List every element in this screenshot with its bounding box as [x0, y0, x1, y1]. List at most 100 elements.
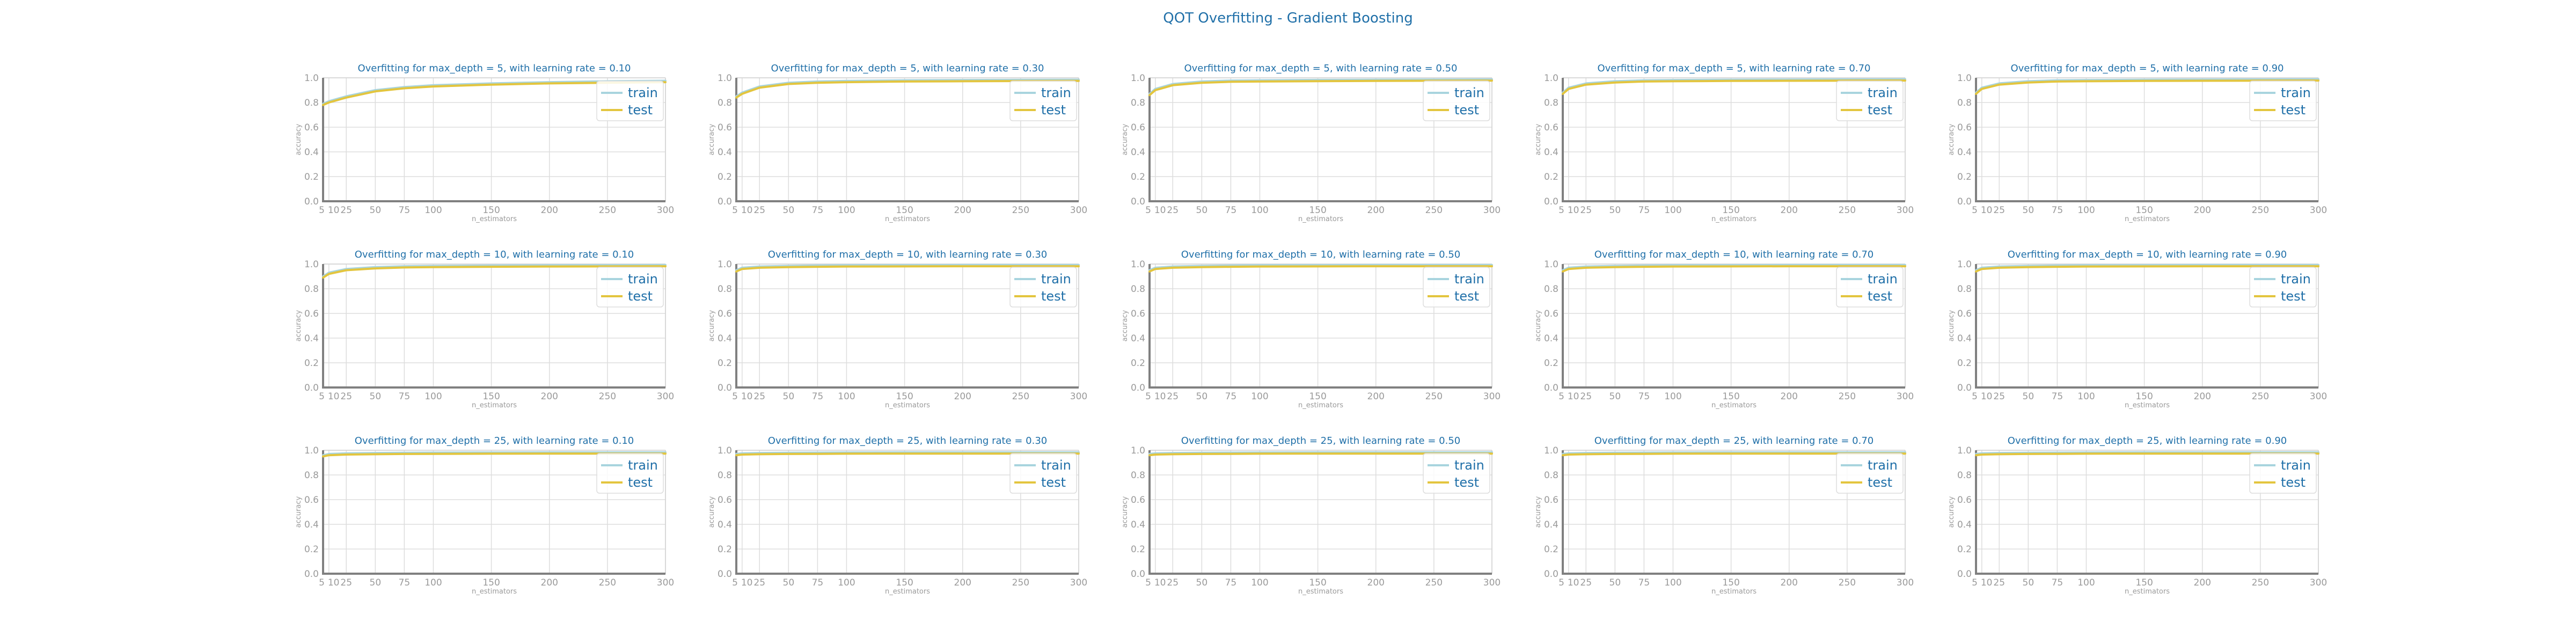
x-tick-label: 150 [1309, 391, 1326, 402]
x-tick-label: 250 [2252, 577, 2269, 588]
panel-12: Overfitting for max_depth = 25, with lea… [708, 435, 1087, 596]
legend-label-test: test [1041, 103, 1066, 118]
y-tick-label: 0.8 [718, 470, 732, 481]
x-tick-label: 50 [1196, 577, 1208, 588]
x-tick-label: 75 [1225, 391, 1237, 402]
x-tick-label: 150 [482, 205, 500, 216]
x-tick-label: 200 [541, 205, 558, 216]
y-tick-label: 0.6 [718, 122, 732, 133]
y-tick-label: 0.2 [718, 172, 732, 182]
legend-label-test: test [1868, 475, 1892, 490]
panel-11: Overfitting for max_depth = 25, with lea… [295, 435, 674, 596]
x-tick-label: 10 [1154, 577, 1166, 588]
y-tick-label: 0.4 [1131, 519, 1145, 530]
panel-5-legend: train test [2249, 80, 2317, 121]
x-tick-label: 150 [1722, 577, 1739, 588]
x-tick-label: 25 [1993, 577, 2005, 588]
panel-3-xlabel: n_estimators [1298, 215, 1343, 223]
y-tick-label: 0.6 [718, 309, 732, 319]
panel-13: Overfitting for max_depth = 25, with lea… [1121, 435, 1501, 596]
y-tick-label: 1.0 [304, 73, 319, 84]
x-tick-label: 75 [1638, 391, 1650, 402]
y-tick-label: 1.0 [718, 73, 732, 84]
y-tick-label: 1.0 [304, 445, 319, 456]
x-tick-label: 100 [1664, 391, 1681, 402]
legend-label-test: test [628, 475, 653, 490]
x-tick-label: 100 [1251, 577, 1268, 588]
panel-15-title: Overfitting for max_depth = 25, with lea… [2008, 435, 2287, 447]
panel-7-title: Overfitting for max_depth = 10, with lea… [768, 249, 1048, 260]
panel-8-title: Overfitting for max_depth = 10, with lea… [1181, 249, 1461, 260]
x-tick-label: 150 [896, 577, 913, 588]
x-tick-label: 10 [1981, 391, 1993, 402]
y-tick-label: 0.8 [1131, 98, 1145, 108]
panel-14-ylabel: accuracy [1534, 496, 1542, 528]
y-tick-label: 0.4 [718, 333, 732, 344]
x-tick-label: 75 [812, 391, 824, 402]
x-tick-label: 300 [2310, 205, 2327, 216]
legend-label-test: test [1454, 103, 1479, 118]
panel-4-title: Overfitting for max_depth = 5, with lear… [1597, 63, 1870, 74]
panel-10-xlabel: n_estimators [2125, 401, 2170, 409]
series-line-train [1975, 78, 2319, 94]
x-tick-label: 25 [1993, 391, 2005, 402]
panel-15-legend: train test [2249, 453, 2317, 494]
x-tick-label: 75 [399, 205, 411, 216]
x-tick-label: 10 [741, 205, 753, 216]
x-tick-label: 10 [1568, 391, 1579, 402]
panel-9: Overfitting for max_depth = 10, with lea… [1534, 249, 1914, 409]
x-tick-label: 250 [599, 577, 616, 588]
panel-12-xlabel: n_estimators [885, 588, 930, 596]
x-tick-label: 200 [954, 205, 971, 216]
x-tick-label: 5 [1145, 391, 1151, 402]
x-tick-label: 300 [1483, 577, 1501, 588]
y-tick-label: 0.2 [1131, 172, 1145, 182]
y-tick-label: 0.2 [1131, 358, 1145, 369]
y-tick-label: 0.8 [1957, 98, 1972, 108]
x-tick-label: 25 [1167, 391, 1179, 402]
y-tick-label: 0.6 [304, 122, 319, 133]
legend-label-test: test [1454, 289, 1479, 304]
x-tick-label: 100 [838, 577, 855, 588]
x-tick-label: 50 [1609, 391, 1621, 402]
x-tick-label: 75 [1225, 577, 1237, 588]
x-tick-label: 5 [1558, 205, 1564, 216]
x-tick-label: 10 [328, 391, 340, 402]
x-tick-label: 25 [1993, 205, 2005, 216]
x-tick-label: 200 [1781, 205, 1798, 216]
legend-label-train: train [1454, 85, 1484, 100]
y-tick-label: 0.0 [1957, 383, 1972, 393]
x-tick-label: 300 [2310, 577, 2327, 588]
series-line-test [735, 79, 1080, 99]
y-tick-label: 1.0 [718, 445, 732, 456]
legend-label-test: test [1868, 103, 1892, 118]
y-tick-label: 0.0 [1957, 569, 1972, 580]
x-tick-label: 25 [1580, 205, 1592, 216]
x-tick-label: 200 [541, 577, 558, 588]
legend-label-test: test [2281, 103, 2306, 118]
panel-11-legend: train test [596, 453, 664, 494]
x-tick-label: 250 [599, 391, 616, 402]
y-tick-label: 0.0 [304, 569, 319, 580]
x-tick-label: 50 [1609, 205, 1621, 216]
series-line-test [322, 81, 667, 106]
x-tick-label: 25 [1580, 391, 1592, 402]
panel-3: Overfitting for max_depth = 5, with lear… [1121, 63, 1501, 223]
x-tick-label: 5 [1972, 577, 1978, 588]
x-tick-label: 100 [425, 577, 442, 588]
x-tick-label: 10 [741, 391, 753, 402]
x-tick-label: 25 [753, 205, 765, 216]
y-tick-label: 0.8 [1131, 470, 1145, 481]
x-tick-label: 50 [2023, 205, 2035, 216]
series-line-test [1148, 265, 1493, 273]
x-tick-label: 300 [1897, 577, 1914, 588]
x-tick-label: 25 [340, 577, 352, 588]
panel-4-legend: train test [1836, 80, 1904, 121]
series-line-train [322, 79, 667, 105]
y-tick-label: 0.6 [1544, 495, 1558, 506]
panel-6-xlabel: n_estimators [472, 401, 517, 409]
x-tick-label: 200 [954, 577, 971, 588]
x-tick-label: 250 [1425, 205, 1443, 216]
y-tick-label: 0.6 [1131, 309, 1145, 319]
